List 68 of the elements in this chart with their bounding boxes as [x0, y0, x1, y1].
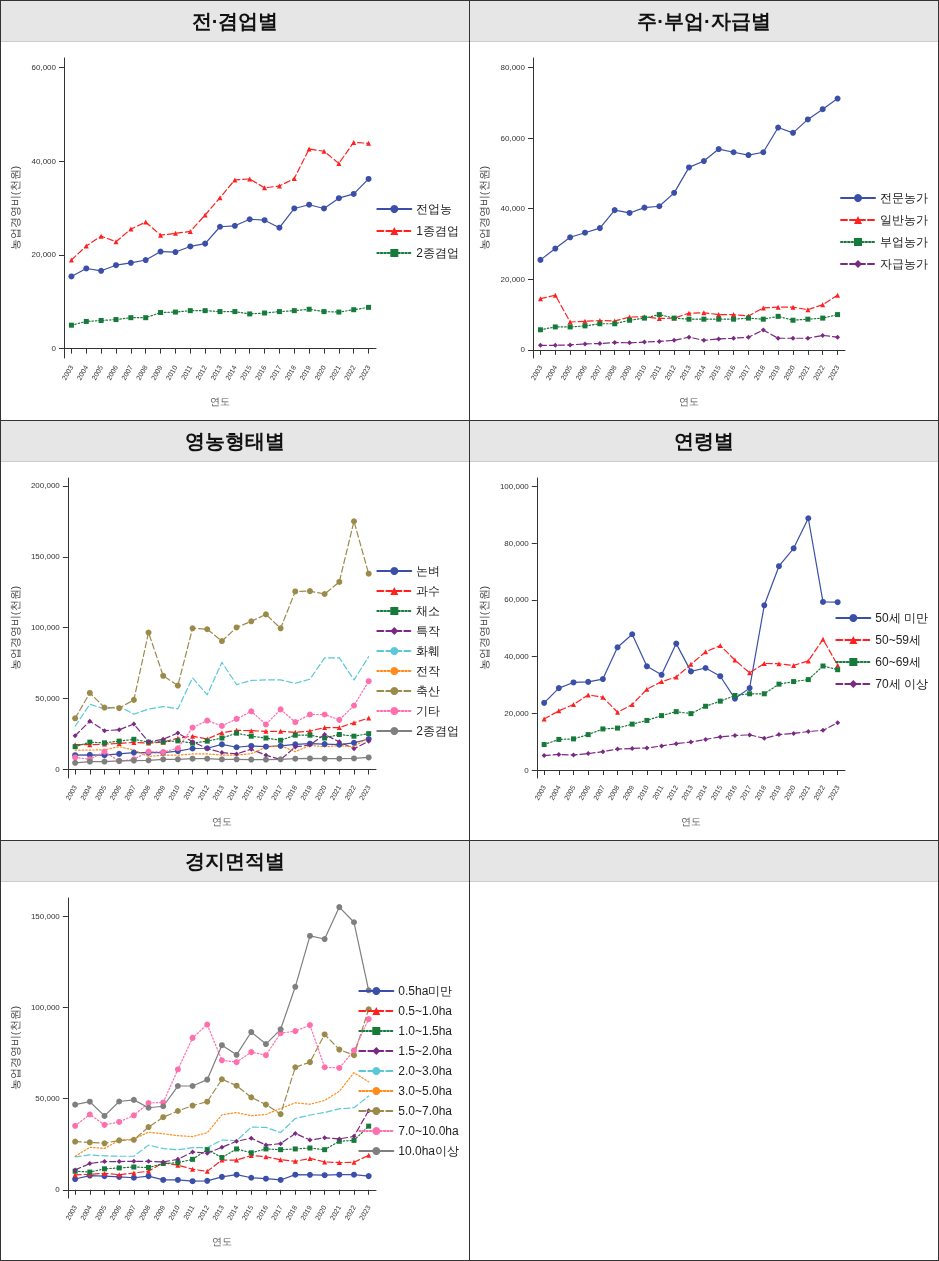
y-tick-label: 50,000: [35, 694, 61, 704]
y-tick-label: 60,000: [31, 62, 57, 72]
y-tick-label: 50,000: [35, 1094, 61, 1104]
legend-label: 2종겸업: [416, 246, 460, 260]
y-axis-title: 농업경영비(천원): [477, 585, 490, 671]
legend-label: 화훼: [416, 644, 441, 658]
y-axis-title: 농업경영비(천원): [8, 165, 21, 251]
legend-label: 논벼: [416, 564, 441, 578]
x-axis-title: 연도: [210, 395, 230, 407]
y-tick-label: 80,000: [500, 63, 526, 73]
legend-label: 10.0ha이상: [398, 1144, 459, 1158]
legend-label: 전문농가: [880, 191, 928, 205]
y-axis-title: 농업경영비(천원): [477, 165, 490, 251]
legend-label: 50~59세: [875, 633, 922, 647]
chart-title: 주·부업·자급별: [470, 1, 938, 42]
legend-label: 특작: [416, 624, 441, 638]
legend-label: 전작: [416, 664, 441, 678]
legend-label: 기타: [416, 704, 441, 718]
y-tick-label: 40,000: [500, 204, 526, 214]
y-tick-label: 0: [55, 1185, 61, 1195]
legend-label: 70세 이상: [875, 677, 929, 691]
y-tick-label: 200,000: [30, 481, 61, 491]
legend-label: 1종겸업: [416, 224, 460, 238]
x-axis-title: 연도: [211, 1235, 232, 1247]
y-tick-label: 100,000: [499, 482, 530, 492]
chart-title: 연령별: [470, 421, 938, 462]
x-axis-title: 연도: [679, 395, 699, 407]
y-tick-label: 20,000: [31, 250, 57, 260]
legend-label: 7.0~10.0ha: [398, 1124, 460, 1138]
y-tick-label: 80,000: [504, 538, 530, 548]
legend-label: 축산: [416, 684, 441, 698]
y-tick-label: 100,000: [30, 623, 61, 633]
legend-label: 1.5~2.0ha: [398, 1044, 453, 1058]
y-axis-title: 농업경영비(천원): [8, 1005, 21, 1091]
y-tick-label: 0: [524, 765, 530, 775]
legend-label: 50세 미만: [875, 611, 929, 625]
y-tick-label: 60,000: [504, 595, 530, 605]
y-tick-label: 20,000: [500, 274, 526, 284]
y-tick-label: 40,000: [31, 156, 57, 166]
legend-label: 0.5~1.0ha: [398, 1004, 453, 1018]
y-tick-label: 100,000: [30, 1002, 61, 1012]
chart-title: 전·겸업별: [1, 1, 469, 42]
y-tick-label: 150,000: [30, 552, 61, 562]
chart-title: 경지면적별: [1, 841, 469, 882]
chart-title: 영농형태별: [1, 421, 469, 462]
legend-label: 0.5ha미만: [398, 984, 453, 998]
legend-label: 일반농가: [880, 213, 928, 227]
y-tick-label: 0: [55, 764, 61, 774]
legend-label: 과수: [416, 584, 441, 598]
legend-label: 채소: [416, 604, 441, 618]
y-tick-label: 60,000: [500, 133, 526, 143]
legend-label: 부업농가: [880, 235, 928, 249]
legend-label: 2종겸업: [416, 724, 460, 738]
legend-label: 2.0~3.0ha: [398, 1064, 453, 1078]
x-axis-title: 연도: [211, 815, 232, 827]
legend-label: 전업농: [416, 202, 453, 216]
y-tick-label: 20,000: [504, 708, 530, 718]
y-axis-title: 농업경영비(천원): [8, 585, 21, 671]
y-tick-label: 150,000: [30, 911, 61, 921]
x-axis-title: 연도: [680, 815, 701, 827]
legend-label: 5.0~7.0ha: [398, 1104, 453, 1118]
legend-label: 3.0~5.0ha: [398, 1084, 453, 1098]
legend-label: 60~69세: [875, 655, 922, 669]
y-tick-label: 0: [520, 345, 526, 355]
y-tick-label: 40,000: [504, 652, 530, 662]
y-tick-label: 0: [51, 344, 57, 354]
legend-label: 1.0~1.5ha: [398, 1024, 453, 1038]
legend-label: 자급농가: [880, 257, 928, 271]
